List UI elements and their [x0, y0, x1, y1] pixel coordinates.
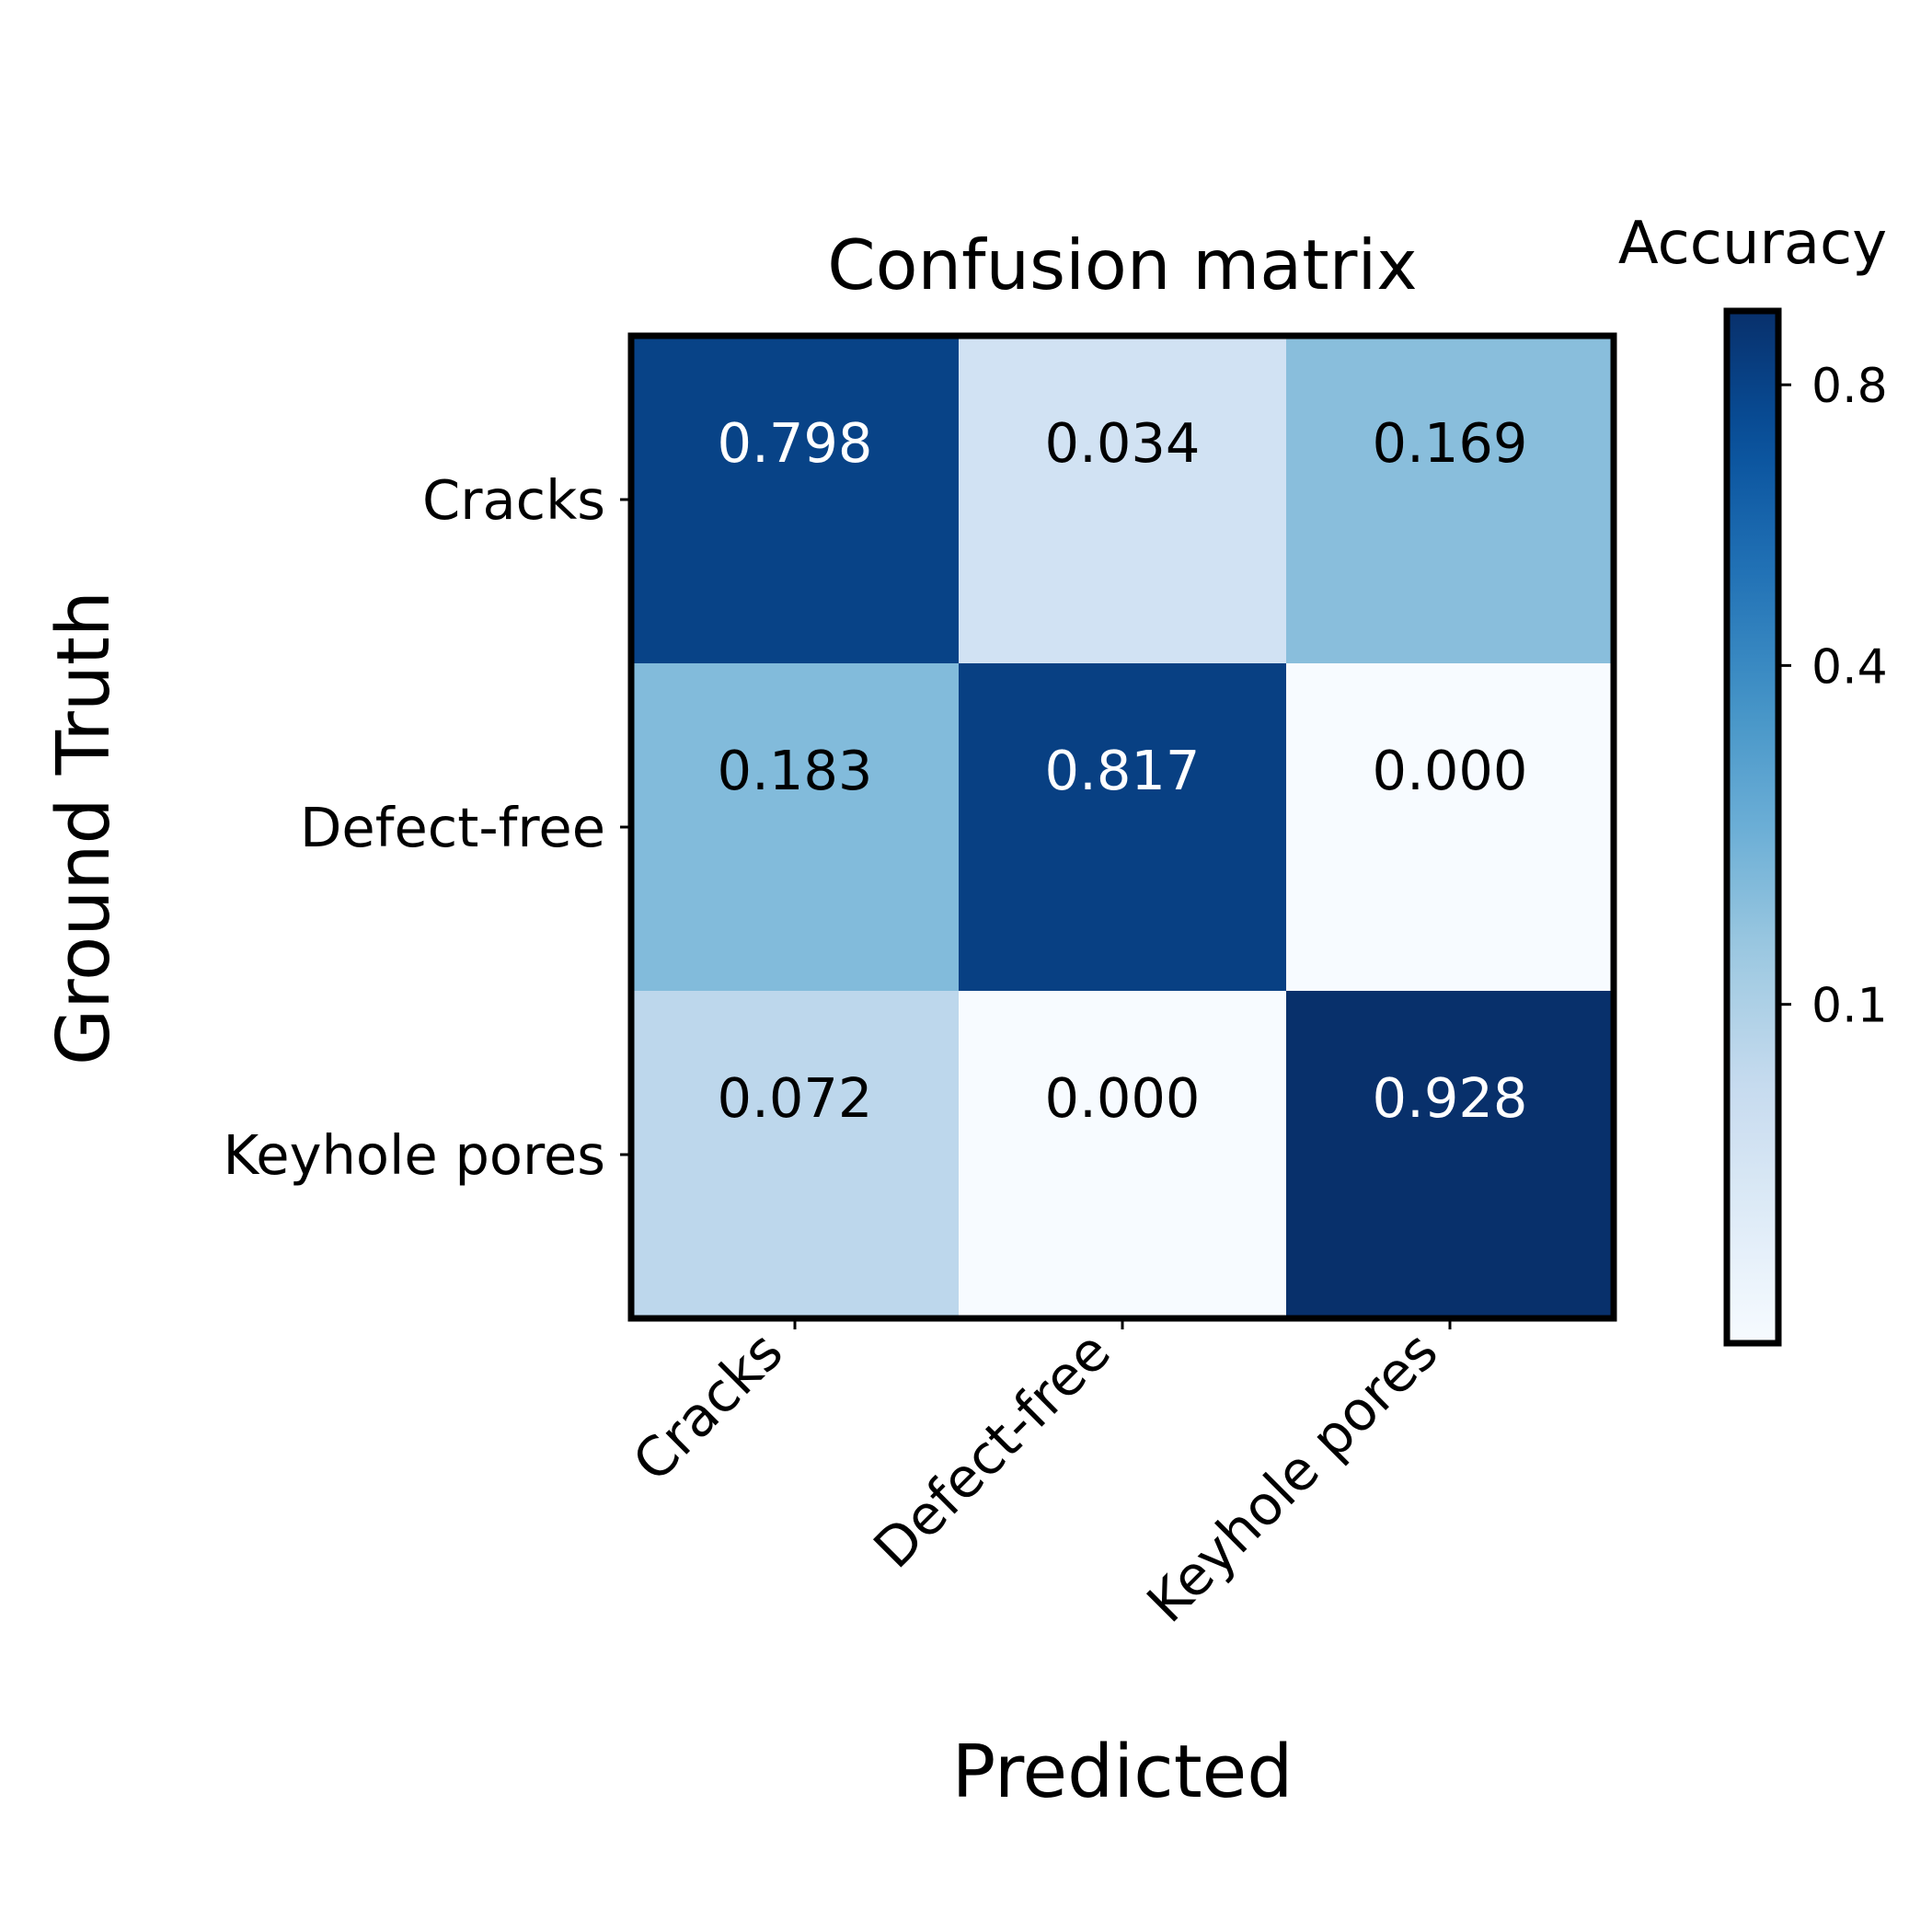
cell-value-label: 0.798 [718, 411, 873, 475]
colorbar-tick-label: 0.4 [1811, 639, 1888, 695]
cell-value-label: 0.072 [718, 1066, 873, 1130]
y-tick-label: Keyhole pores [224, 1123, 605, 1187]
cell-value-label: 0.034 [1045, 411, 1201, 475]
heatmap-cell [959, 336, 1287, 664]
cell-value-label: 0.000 [1373, 739, 1528, 802]
heatmap-cell [1286, 663, 1615, 992]
cell-value-label: 0.183 [718, 739, 873, 802]
cell-value-label: 0.928 [1373, 1066, 1528, 1130]
y-axis-label: Ground Truth [41, 591, 126, 1065]
cell-value-label: 0.000 [1045, 1066, 1201, 1130]
x-tick-label: Cracks [620, 1319, 794, 1493]
heatmap-cell [959, 663, 1287, 992]
colorbar [1723, 307, 1782, 1347]
heatmap-cell [631, 336, 960, 664]
heatmap-cells [631, 336, 1615, 1319]
x-tick-label: Keyhole pores [1134, 1319, 1450, 1635]
colorbar-title: Accuracy [1618, 210, 1887, 278]
y-tick-label: Cracks [422, 468, 605, 532]
colorbar-ticks: 0.1 0.4 0.8 [1778, 359, 1888, 1034]
x-axis-label: Predicted [952, 1730, 1294, 1814]
heatmap-cell [631, 663, 960, 992]
x-tick-label: Defect-free [861, 1319, 1122, 1581]
heatmap-cell [1286, 336, 1615, 664]
heatmap-cell [631, 991, 960, 1319]
heatmap-cell [1286, 991, 1615, 1319]
heatmap-cell [959, 991, 1287, 1319]
cell-value-label: 0.169 [1373, 411, 1528, 475]
cell-value-label: 0.817 [1045, 739, 1201, 802]
heatmap-cell-labels: 0.798 0.034 0.169 0.183 0.817 0.000 0.072 0.000… [718, 411, 1528, 1130]
y-axis-ticks: Cracks Defect-free Keyhole pores [224, 468, 631, 1187]
colorbar-tick-label: 0.8 [1811, 359, 1888, 414]
chart-title: Confusion matrix [827, 224, 1417, 305]
colorbar-tick-label: 0.1 [1811, 979, 1888, 1034]
x-axis-ticks: Cracks Defect-free Keyhole pores [620, 1318, 1452, 1635]
y-tick-label: Defect-free [300, 796, 605, 859]
